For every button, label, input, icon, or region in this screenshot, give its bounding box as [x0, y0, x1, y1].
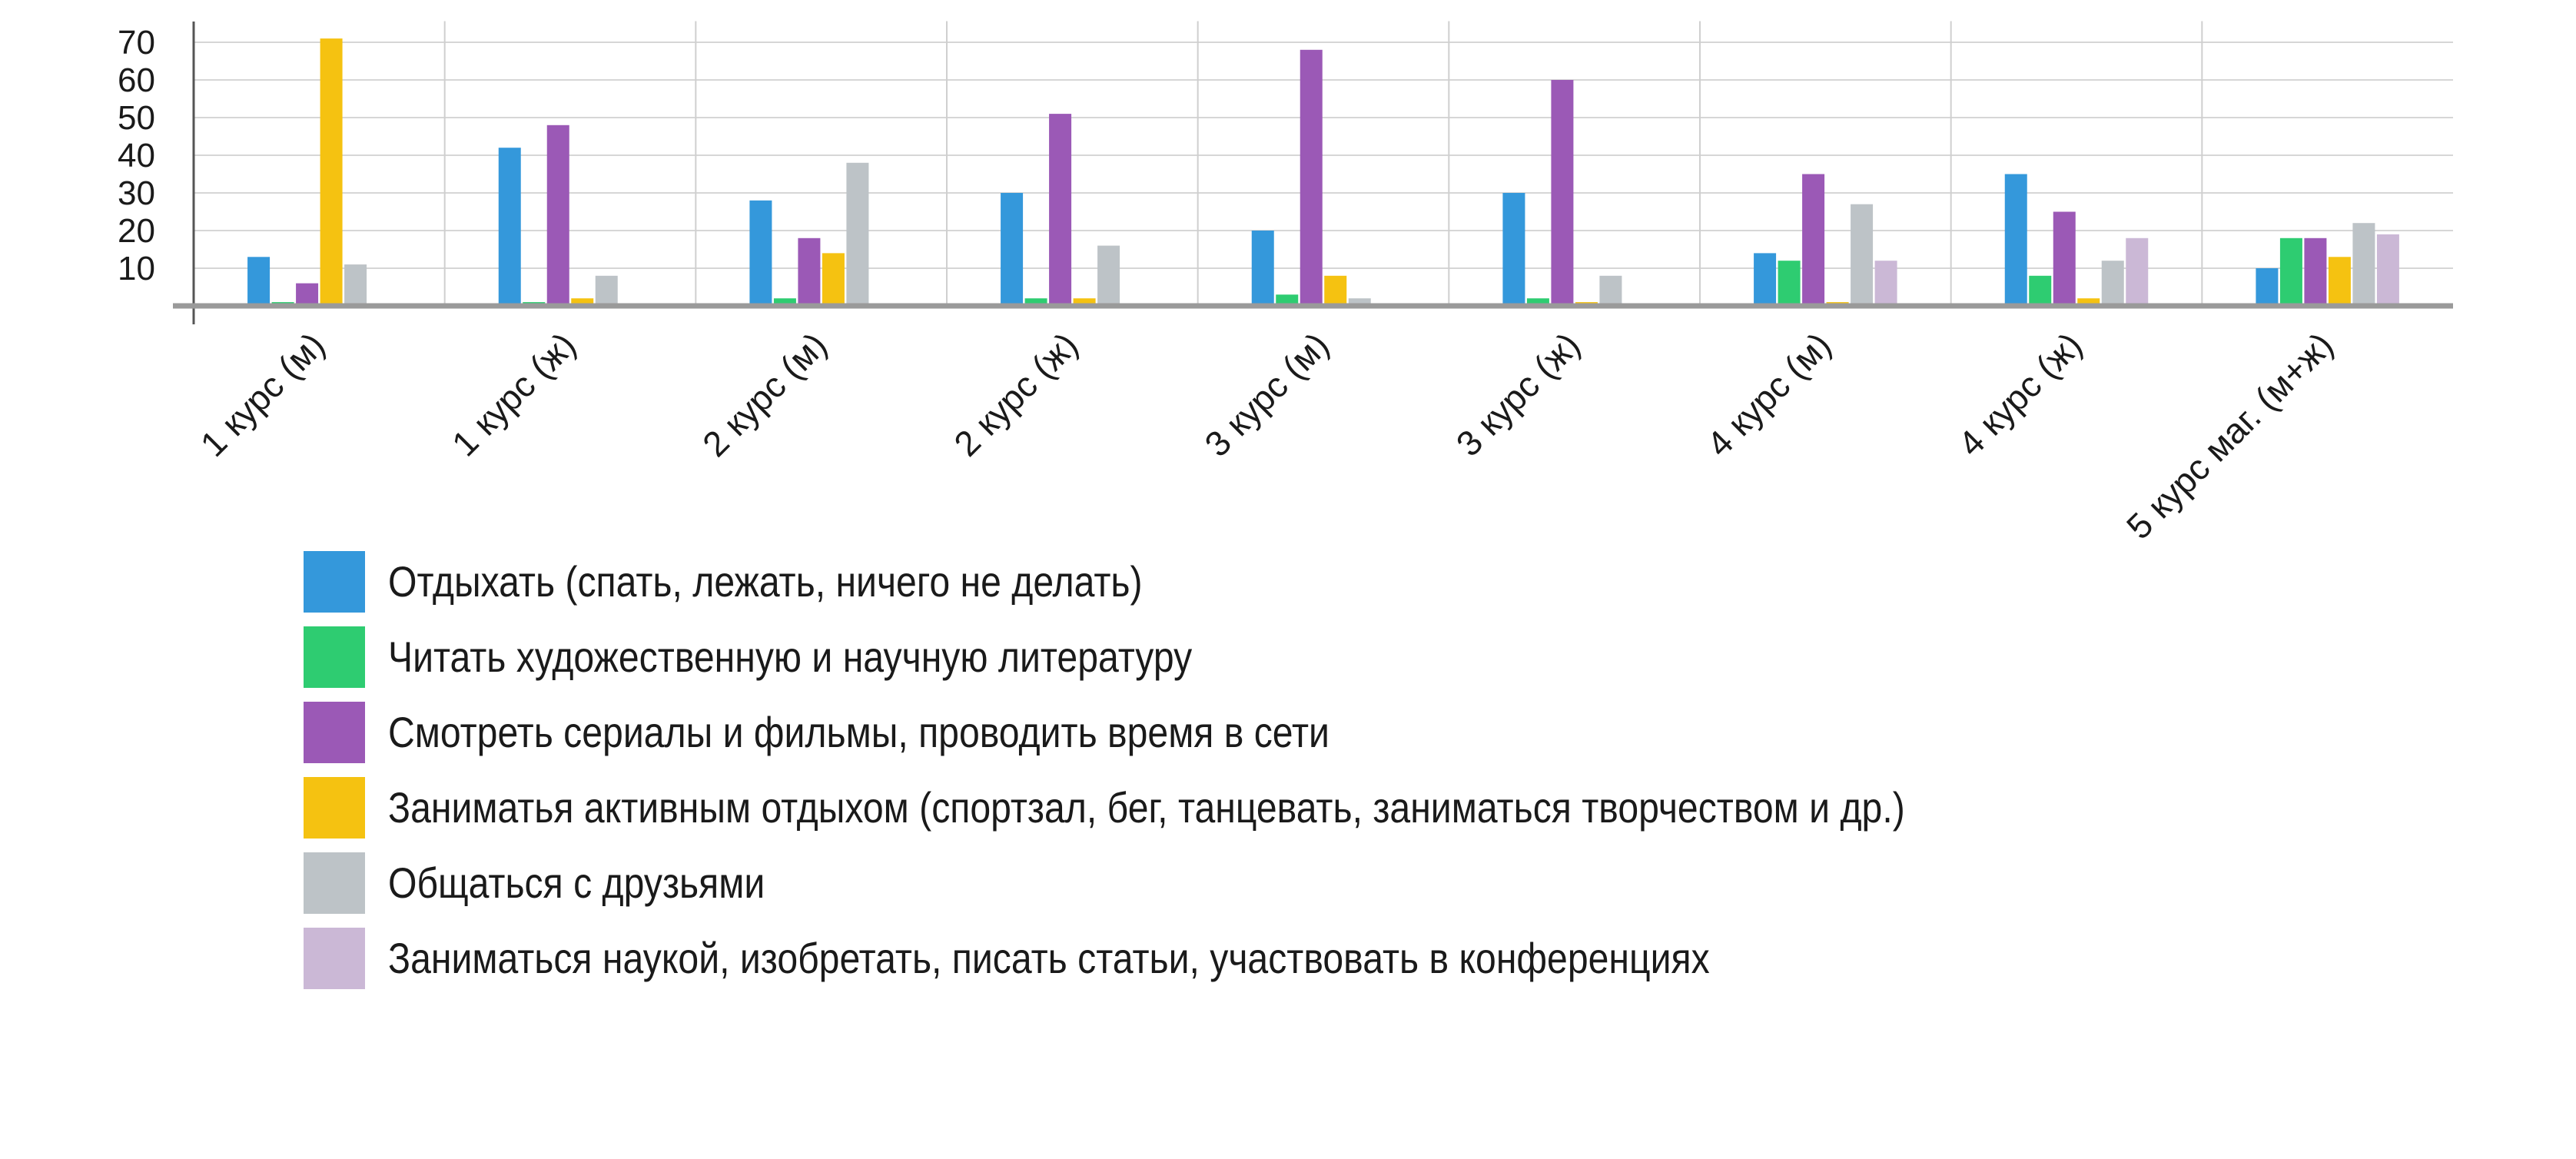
legend-label: Смотреть сериалы и фильмы, проводить вре…: [388, 708, 1329, 756]
y-tick-label: 10: [118, 250, 155, 287]
bar: [1551, 80, 1574, 306]
bar: [344, 264, 367, 306]
bar: [1874, 261, 1897, 306]
legend-swatch: [304, 777, 365, 839]
legend-swatch: [304, 702, 365, 763]
x-category-label: 2 курс (ж): [946, 324, 1085, 463]
bar: [1502, 193, 1525, 306]
x-category-label: 3 курс (ж): [1449, 324, 1588, 463]
bar: [1324, 275, 1347, 306]
x-category-label: 1 курс (ж): [444, 324, 583, 463]
bar: [822, 253, 845, 306]
legend-swatch: [304, 928, 365, 989]
bar: [1348, 298, 1371, 306]
legend-item: Общаться с друзьями: [304, 845, 2152, 921]
legend: Отдыхать (спать, лежать, ничего не делат…: [304, 544, 2152, 996]
bar: [1851, 204, 1874, 306]
bar: [1802, 174, 1825, 306]
bar: [2126, 237, 2149, 306]
bar: [773, 298, 796, 306]
legend-swatch: [304, 852, 365, 914]
bar: [595, 275, 618, 306]
bar: [798, 237, 821, 306]
y-tick-label: 60: [118, 61, 155, 99]
legend-label: Отдыхать (спать, лежать, ничего не делат…: [388, 557, 1143, 606]
y-tick-label: 30: [118, 174, 155, 212]
bar: [1778, 261, 1801, 306]
x-category-label: 3 курс (м): [1197, 324, 1336, 464]
bar: [2376, 234, 2399, 306]
bar: [2328, 257, 2351, 306]
bar: [1251, 231, 1274, 306]
legend-label: Общаться с друзьями: [388, 858, 765, 907]
bar: [2256, 268, 2279, 306]
bar: [296, 283, 319, 306]
legend-label: Заниматья активным отдыхом (спортзал, бе…: [388, 783, 1905, 832]
bar: [1526, 298, 1549, 306]
bar: [2077, 298, 2100, 306]
legend-item: Заниматья активным отдыхом (спортзал, бе…: [304, 770, 2152, 845]
bar: [1024, 298, 1047, 306]
bar: [1276, 294, 1299, 306]
bar: [571, 298, 594, 306]
legend-item: Отдыхать (спать, лежать, ничего не делат…: [304, 544, 2152, 619]
bar: [2004, 174, 2027, 306]
x-category-label: 4 курс (ж): [1950, 324, 2090, 463]
bar: [1097, 245, 1120, 306]
bar: [546, 125, 569, 306]
bar: [498, 148, 521, 306]
y-tick-label: 50: [118, 99, 155, 137]
bar: [320, 38, 343, 306]
bar: [846, 162, 869, 306]
bar: [749, 200, 772, 306]
x-category-label: 2 курс (м): [695, 324, 835, 464]
legend-swatch: [304, 626, 365, 688]
legend-item: Смотреть сериалы и фильмы, проводить вре…: [304, 695, 2152, 770]
bar: [1049, 114, 1072, 306]
bar: [2279, 237, 2302, 306]
bar: [1599, 275, 1622, 306]
bar: [1300, 49, 1323, 307]
bar: [2304, 237, 2327, 306]
legend-label: Читать художественную и научную литерату…: [388, 633, 1193, 681]
bar: [2053, 211, 2076, 306]
legend-item: Читать художественную и научную литерату…: [304, 619, 2152, 695]
legend-item: Заниматься наукой, изобретать, писать ст…: [304, 921, 2152, 996]
bar: [1754, 253, 1777, 306]
bar: [2101, 261, 2124, 306]
bar: [2352, 223, 2375, 306]
legend-label: Заниматься наукой, изобретать, писать ст…: [388, 934, 1710, 982]
y-tick-label: 70: [118, 24, 155, 61]
x-category-label: 4 курс (м): [1699, 324, 1839, 464]
x-category-label: 5 курс маг. (м+ж): [2119, 324, 2341, 546]
y-tick-label: 20: [118, 212, 155, 250]
bar: [2029, 275, 2052, 306]
y-tick-label: 40: [118, 137, 155, 174]
legend-swatch: [304, 551, 365, 613]
bar: [1073, 298, 1096, 306]
bar: [247, 257, 271, 306]
x-category-label: 1 курс (м): [193, 324, 333, 464]
bar: [1001, 193, 1024, 306]
